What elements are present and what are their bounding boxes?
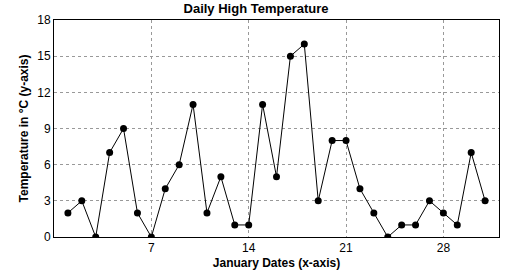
svg-text:18: 18 — [37, 13, 51, 27]
svg-text:9: 9 — [44, 122, 51, 136]
svg-text:12: 12 — [37, 86, 51, 100]
svg-text:21: 21 — [339, 241, 353, 255]
svg-text:Temperature in °C (y-axis): Temperature in °C (y-axis) — [17, 55, 31, 203]
svg-text:15: 15 — [37, 49, 51, 63]
svg-text:28: 28 — [437, 241, 451, 255]
svg-text:7: 7 — [148, 241, 155, 255]
svg-text:0: 0 — [44, 230, 51, 244]
svg-text:Daily High Temperature: Daily High Temperature — [184, 1, 329, 16]
svg-text:6: 6 — [44, 158, 51, 172]
svg-text:14: 14 — [242, 241, 256, 255]
svg-text:3: 3 — [44, 194, 51, 208]
svg-text:January Dates (x-axis): January Dates (x-axis) — [213, 256, 340, 270]
